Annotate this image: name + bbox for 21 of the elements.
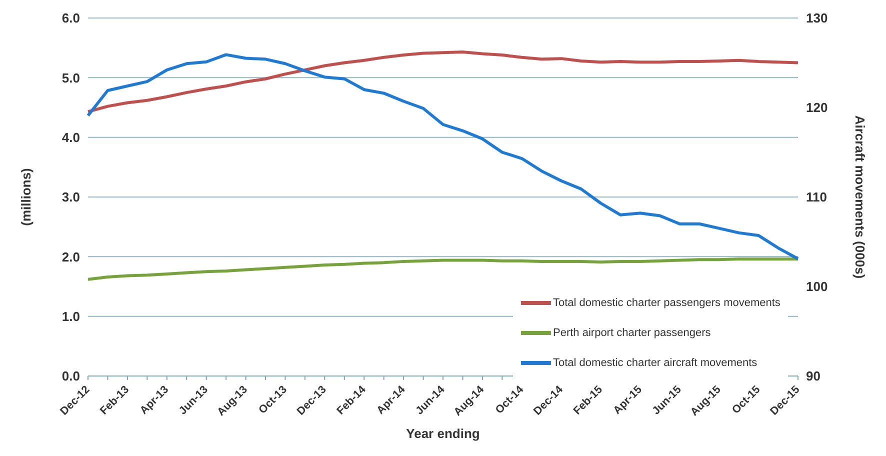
legend-label: Total domestic charter aircraft movements bbox=[553, 357, 758, 369]
y-axis-title: (millions) bbox=[18, 168, 34, 226]
y-tick-label: 3.0 bbox=[62, 190, 80, 205]
y2-tick-label: 90 bbox=[806, 368, 820, 384]
y2-tick-label: 120 bbox=[806, 100, 828, 116]
y-tick-label: 4.0 bbox=[62, 130, 80, 145]
y2-tick-label: 100 bbox=[806, 279, 828, 294]
y-tick-label: 0.0 bbox=[62, 368, 80, 384]
x-axis-title: Year ending bbox=[406, 426, 480, 441]
y2-axis-title: Aircraft movements (000s) bbox=[852, 115, 868, 279]
y-tick-label: 2.0 bbox=[62, 249, 80, 264]
y2-tick-label: 130 bbox=[806, 10, 828, 26]
y-tick-label: 5.0 bbox=[62, 70, 80, 86]
y-tick-label: 1.0 bbox=[62, 308, 80, 324]
y-tick-label: 6.0 bbox=[62, 10, 80, 26]
y2-tick-label: 110 bbox=[806, 190, 827, 205]
legend-label: Perth airport charter passengers bbox=[553, 327, 711, 339]
line-series bbox=[86, 53, 800, 260]
line-series bbox=[86, 50, 800, 114]
legend-label: Total domestic charter passengers movements bbox=[553, 297, 780, 309]
line-series bbox=[86, 258, 800, 281]
